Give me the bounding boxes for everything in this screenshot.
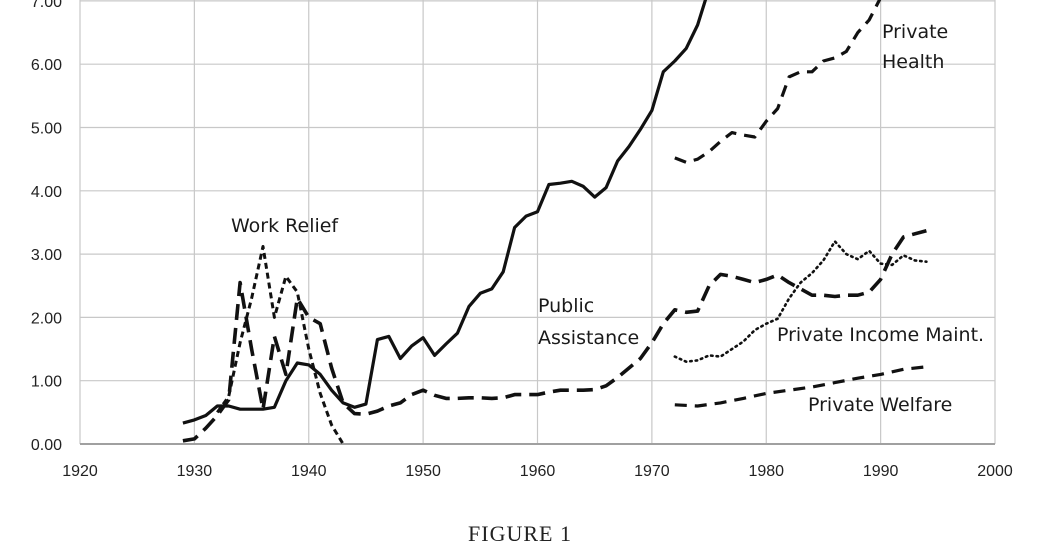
label-public-assistance-line1: Public [538,295,594,317]
x-tick-label: 1950 [405,463,441,480]
y-tick-label: 2.00 [31,310,62,327]
series-line-private-welfare [674,365,927,408]
x-tick-label: 1970 [634,463,670,480]
y-tick-label: 7.00 [31,0,62,11]
label-private-income-maint: Private Income Maint. [777,324,984,346]
y-tick-label: 5.00 [31,121,62,138]
y-tick-label: 0.00 [31,437,62,454]
x-tick-label: 1960 [520,463,556,480]
label-private-welfare: Private Welfare [808,394,952,416]
label-private-health-line2: Health [882,51,944,73]
x-tick-label: 1920 [62,463,98,480]
x-tick-label: 1990 [863,463,899,480]
y-tick-label: 4.00 [31,184,62,201]
label-work-relief: Work Relief [231,215,339,237]
series-line-private-income-maint [673,240,928,363]
label-public-assistance-line2: Assistance [538,327,639,349]
y-axis-ticks: 0.00 1.00 2.00 3.00 4.00 5.00 6.00 7.00 [31,0,62,454]
series-line-solid [182,0,708,425]
x-axis-ticks: 1920 1930 1940 1950 1960 1970 1980 1990 2000 [62,463,1013,480]
x-tick-label: 1940 [291,463,327,480]
x-tick-label: 1930 [177,463,213,480]
x-tick-label: 1980 [748,463,784,480]
y-tick-label: 3.00 [31,247,62,264]
series-line-work-relief [216,245,345,445]
figure-caption: FIGURE 1 [468,521,572,546]
x-tick-label: 2000 [977,463,1013,480]
y-tick-label: 1.00 [31,374,62,391]
label-private-health-line1: Private [882,21,948,43]
series-line-private-health [674,0,882,164]
series-line-public-assistance [182,228,927,443]
y-tick-label: 6.00 [31,57,62,74]
series-lines [182,0,928,445]
